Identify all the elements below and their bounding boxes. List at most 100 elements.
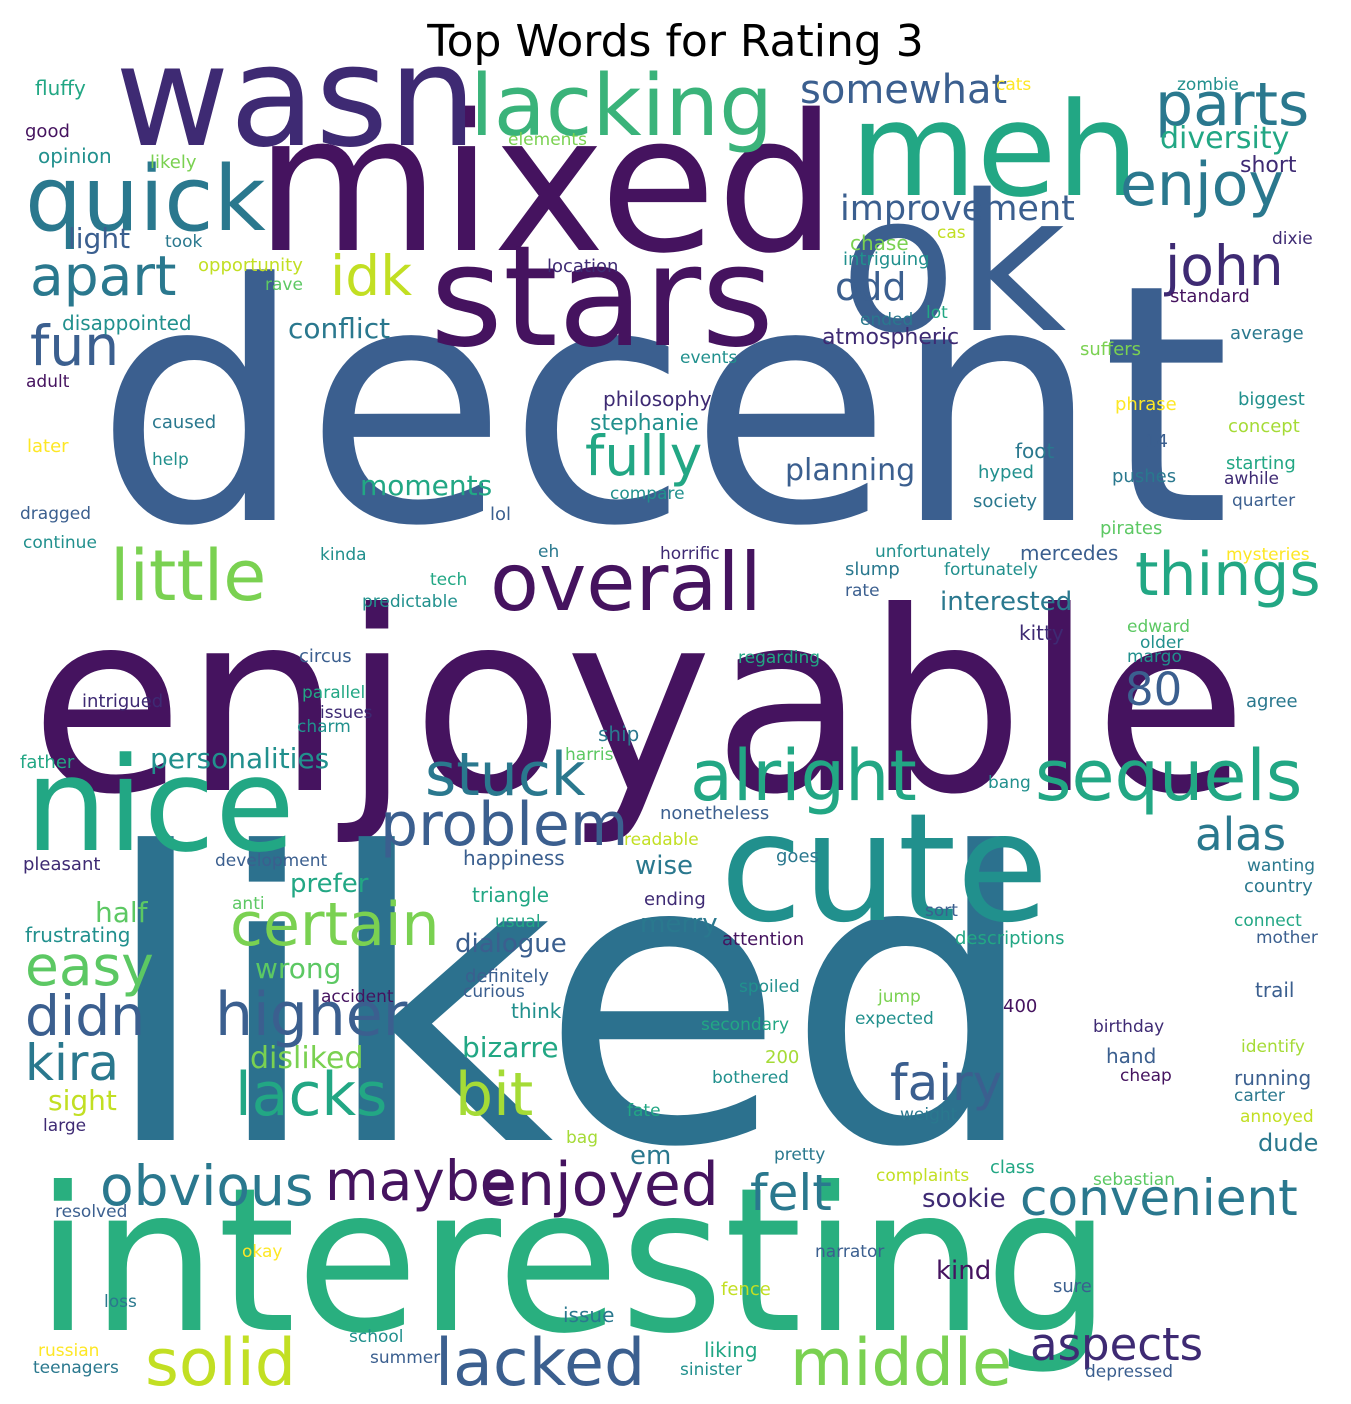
word-atmospheric: atmospheric	[822, 325, 959, 350]
word-cats: cats	[996, 75, 1031, 95]
word-depressed: depressed	[1085, 1362, 1173, 1382]
word-short: short	[1240, 153, 1297, 178]
word-fluffy: fluffy	[35, 76, 86, 100]
word-charm: charm	[297, 717, 351, 737]
word-pirates: pirates	[1100, 518, 1162, 539]
word-pleasant: pleasant	[23, 854, 100, 875]
word-kind: kind	[936, 1256, 991, 1286]
word-meh: meh	[850, 74, 1139, 226]
word-liking: liking	[704, 1338, 758, 1362]
word-enjoyed: enjoyed	[480, 1150, 719, 1220]
word-idk: idk	[330, 244, 412, 308]
word-older: older	[1140, 633, 1183, 653]
word-adult: adult	[26, 372, 70, 392]
word-personalities: personalities	[150, 742, 329, 775]
word-starting: starting	[1226, 453, 1296, 474]
word-connect: connect	[1234, 911, 1302, 931]
word-issues: issues	[320, 703, 373, 723]
word-resolved: resolved	[55, 1202, 127, 1222]
word-took: took	[165, 232, 202, 252]
word-school: school	[349, 1327, 404, 1347]
word-quarter: quarter	[1232, 491, 1295, 511]
word-sookie: sookie	[922, 1184, 1006, 1214]
word-lacked: lacked	[435, 1326, 645, 1401]
word-fate: fate	[627, 1101, 661, 1121]
word-readable: readable	[624, 830, 699, 850]
word-wasn: wasn	[115, 16, 477, 179]
word-foot: foot	[1015, 439, 1055, 463]
word-horrific: horrific	[660, 544, 720, 564]
word-aspects: aspects	[1030, 1318, 1203, 1371]
word-later: later	[27, 436, 69, 457]
word-birthday: birthday	[1093, 1017, 1164, 1037]
word-country: country	[1244, 876, 1313, 897]
word-disappointed: disappointed	[62, 311, 192, 335]
word-merry: merry	[640, 909, 718, 939]
word-planning: planning	[785, 453, 915, 488]
word-mother: mother	[1256, 928, 1318, 948]
word-compare: compare	[610, 484, 685, 504]
word-agree: agree	[1246, 691, 1298, 712]
word-easy: easy	[25, 934, 154, 998]
word-alright: alright	[690, 735, 917, 817]
word-sort: sort	[925, 901, 958, 921]
word-sight: sight	[48, 1084, 117, 1117]
word-elements: elements	[508, 130, 587, 150]
word-kira: kira	[25, 1034, 119, 1092]
word-didn: didn	[25, 984, 145, 1048]
word-triangle: triangle	[472, 883, 549, 907]
word-light: light	[68, 222, 130, 255]
word-prefer: prefer	[290, 869, 369, 899]
word-14: 14	[1145, 431, 1168, 452]
word-father: father	[20, 752, 75, 773]
word-lol: lol	[490, 504, 511, 525]
word-maybe: maybe	[325, 1149, 514, 1213]
word-obvious: obvious	[100, 1154, 314, 1218]
word-cas: cas	[937, 223, 966, 243]
word-lacks: lacks	[235, 1060, 387, 1130]
word-nice: nice	[25, 729, 295, 881]
word-enjoyable: enjoyable	[30, 558, 1248, 849]
word-overall: overall	[490, 536, 762, 629]
word-attention: attention	[722, 929, 804, 950]
word-diversity: diversity	[1160, 121, 1289, 156]
word-felt: felt	[750, 1164, 832, 1222]
word-bit: bit	[455, 1060, 533, 1130]
word-large: large	[43, 1116, 86, 1136]
word-stephanie: stephanie	[590, 411, 699, 436]
word-eh: eh	[538, 542, 559, 562]
word-fence: fence	[721, 1279, 771, 1300]
word-200: 200	[765, 1047, 799, 1068]
word-interesting: interesting	[35, 1145, 1112, 1378]
word-margo: margo	[1127, 647, 1182, 667]
word-dragged: dragged	[20, 504, 91, 524]
word-hand: hand	[1106, 1044, 1156, 1068]
word-secondary: secondary	[701, 1015, 789, 1035]
word-ended: ended	[860, 310, 913, 330]
word-liked: liked	[100, 770, 1040, 1235]
word-think: think	[511, 999, 562, 1023]
word-loss: loss	[104, 1292, 137, 1312]
word-russian: russian	[38, 1341, 99, 1361]
word-standard: standard	[1170, 286, 1250, 307]
word-conflict: conflict	[288, 312, 390, 345]
word-mixed: mixed	[255, 74, 837, 295]
word-unfortunately: unfortunately	[875, 542, 990, 562]
word-circus: circus	[299, 646, 352, 667]
word-frustrating: frustrating	[25, 923, 130, 947]
word-400: 400	[1003, 996, 1037, 1017]
word-accident: accident	[321, 987, 394, 1007]
word-identify: identify	[1241, 1037, 1305, 1057]
word-phrase: phrase	[1115, 394, 1177, 415]
word-quick: quick	[25, 147, 266, 252]
word-okay: okay	[242, 1242, 282, 1262]
word-happiness: happiness	[463, 846, 565, 870]
word-little: little	[110, 535, 266, 617]
word-interested: interested	[940, 587, 1072, 617]
word-hyped: hyped	[978, 462, 1034, 483]
word-ending: ending	[644, 889, 706, 910]
word-certain: certain	[230, 890, 440, 960]
word-wanting: wanting	[1247, 856, 1315, 876]
word-wrong: wrong	[255, 952, 341, 985]
word-fairy: fairy	[890, 1054, 1002, 1112]
